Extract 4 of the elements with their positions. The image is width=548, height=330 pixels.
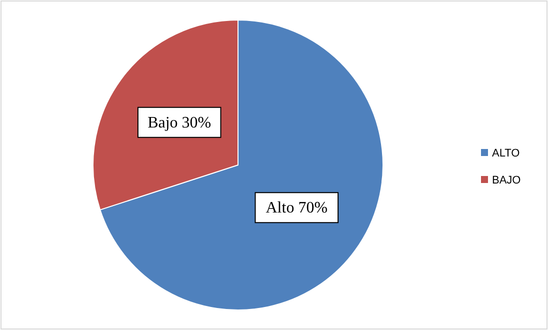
data-label: Alto 70% <box>266 200 328 217</box>
legend-label: BAJO <box>492 174 522 186</box>
data-label: Bajo 30% <box>148 114 212 132</box>
legend-label: ALTO <box>492 148 520 160</box>
